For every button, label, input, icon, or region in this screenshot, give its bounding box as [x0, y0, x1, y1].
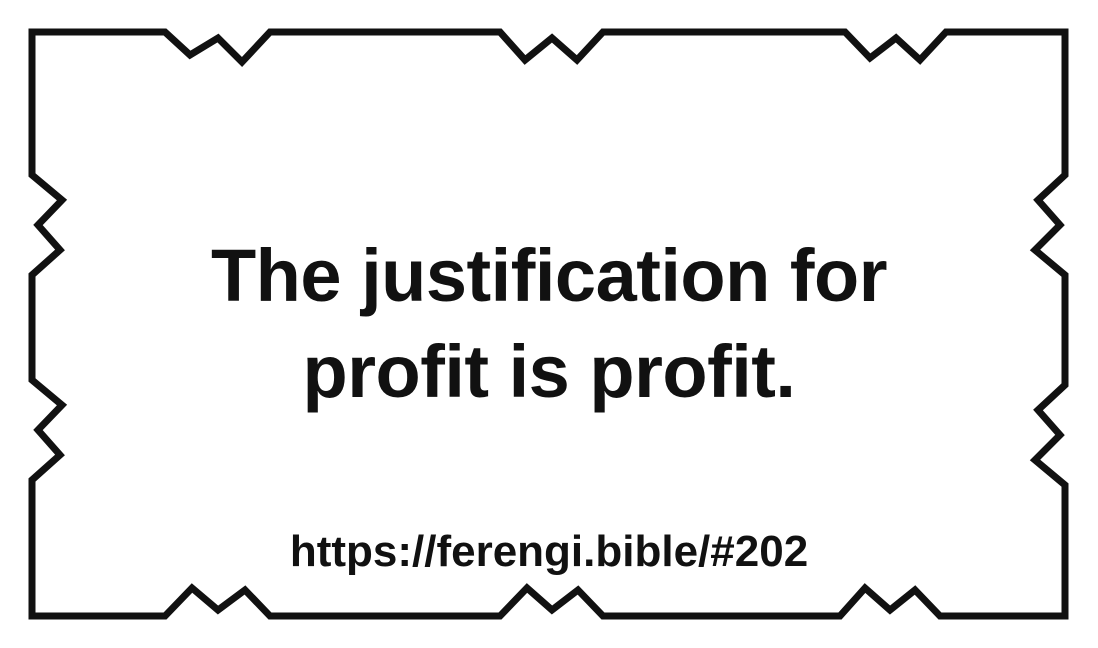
quote-line-1: The justification for	[210, 234, 888, 317]
jagged-border	[28, 28, 1069, 620]
source-url: https://ferengi.bible/#202	[289, 527, 809, 576]
quote-text: The justification for profit is profit.	[0, 228, 1098, 420]
quote-line-2: profit is profit.	[302, 330, 797, 413]
